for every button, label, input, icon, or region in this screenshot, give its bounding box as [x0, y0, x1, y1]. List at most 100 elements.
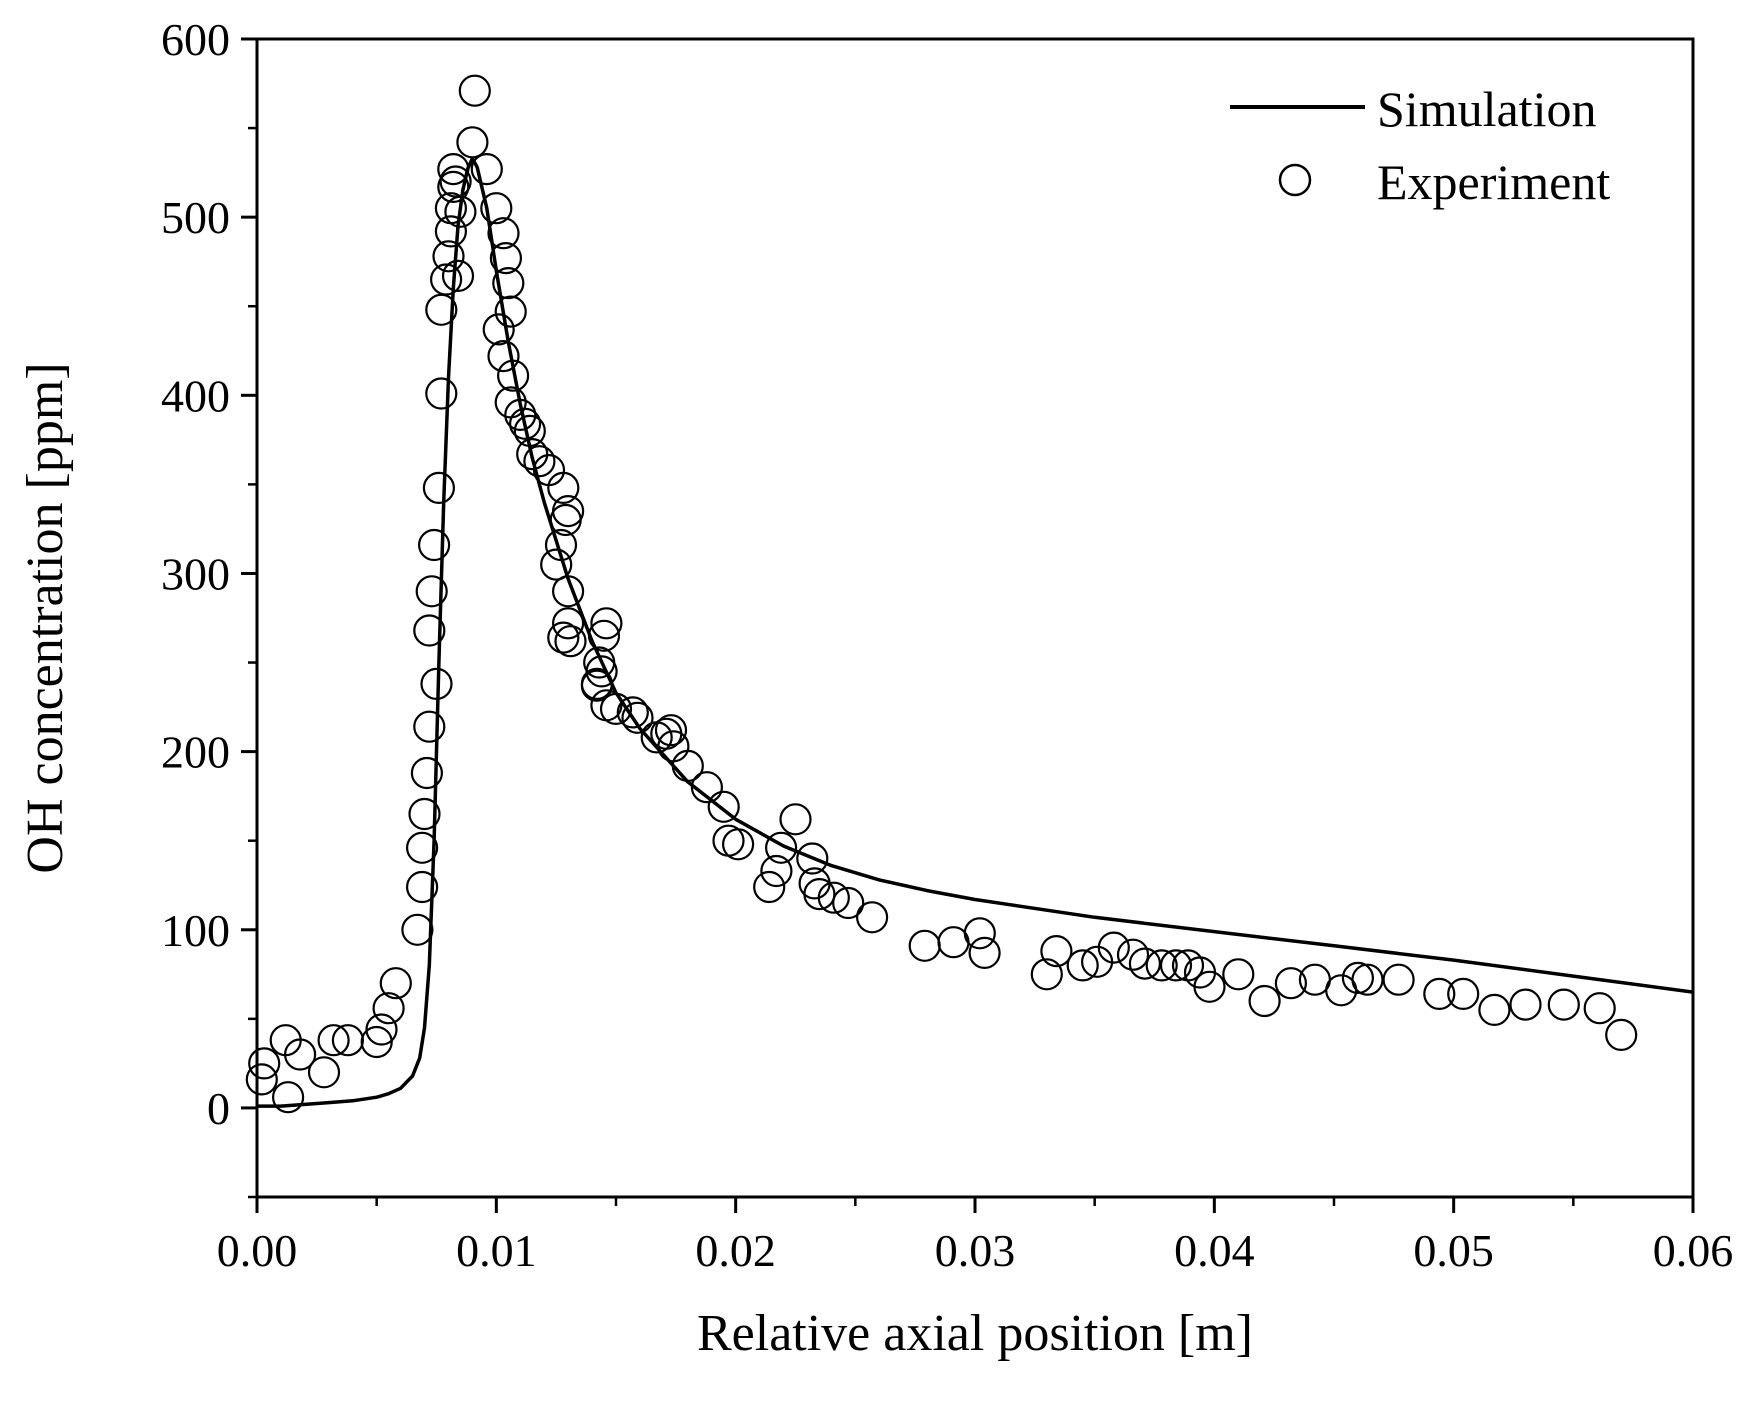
- experiment-point: [425, 377, 458, 410]
- experiment-point: [492, 267, 525, 300]
- experiment-point: [317, 1024, 350, 1057]
- experiment-point: [549, 503, 582, 537]
- experiment-point: [1097, 931, 1130, 964]
- experiment-point: [817, 881, 850, 914]
- experiment-point: [410, 756, 443, 790]
- experiment-point: [422, 471, 455, 504]
- experiment-point: [547, 471, 580, 504]
- experiment-point: [690, 771, 724, 804]
- experiment-point: [908, 929, 941, 962]
- experiment-point: [413, 710, 446, 743]
- experiment-point: [1116, 938, 1150, 971]
- experiment-point: [408, 797, 441, 831]
- y-tick-label: 0: [207, 1083, 230, 1134]
- experiment-point: [413, 614, 446, 647]
- x-axis: 0.00 0.01 0.02 0.03 0.04 0.05 0.06: [217, 1197, 1733, 1276]
- experiment-point: [855, 901, 889, 934]
- experiment-point: [1248, 984, 1281, 1018]
- experiment-point: [585, 655, 618, 688]
- experiment-point: [1382, 963, 1415, 996]
- legend-circle-swatch: [1278, 163, 1312, 197]
- experiment-point: [1509, 988, 1542, 1021]
- experiment-point: [764, 831, 798, 864]
- experiment-point: [372, 992, 405, 1025]
- experiment-point: [1128, 947, 1162, 980]
- experiment-point: [599, 692, 633, 726]
- x-tick-label: 0.03: [935, 1225, 1016, 1276]
- x-axis-label: Relative axial position [m]: [697, 1305, 1253, 1362]
- experiment-point: [1145, 949, 1178, 982]
- experiment-point: [406, 831, 439, 864]
- y-axis-label: OH concentration [ppm]: [17, 362, 74, 873]
- x-tick-label: 0.00: [217, 1225, 298, 1276]
- experiment-point: [494, 295, 527, 328]
- experiment-point: [707, 790, 740, 823]
- experiment-point: [803, 877, 836, 911]
- experiment-point: [1447, 977, 1480, 1011]
- experiment-point: [272, 1081, 305, 1114]
- experiment-point: [523, 445, 556, 478]
- experiment-point: [508, 407, 542, 440]
- experiment-point: [587, 619, 621, 652]
- experiment-point: [496, 359, 530, 392]
- experiment-point: [540, 548, 573, 581]
- experiment-point: [504, 398, 537, 431]
- experiment-point: [406, 870, 439, 904]
- experiment-point: [1159, 949, 1193, 982]
- experiment-point: [551, 575, 585, 608]
- y-tick-label: 300: [161, 548, 230, 599]
- experiment-point: [401, 913, 434, 946]
- series-layer: [245, 74, 1694, 1114]
- experiment-point: [441, 259, 475, 292]
- experiment-point: [580, 669, 614, 702]
- simulation-line: [257, 156, 1694, 1108]
- plot-area-border: [255, 37, 1695, 1199]
- experiment-point: [437, 153, 470, 186]
- experiment-point: [482, 313, 515, 346]
- experiment-point: [760, 854, 793, 888]
- experiment-point: [1030, 958, 1063, 991]
- experiment-point: [753, 870, 786, 904]
- experiment-point: [616, 696, 649, 729]
- y-tick-label: 600: [161, 14, 230, 65]
- x-tick-label: 0.02: [695, 1225, 776, 1276]
- experiment-point: [379, 967, 412, 1000]
- experiment-point: [1547, 988, 1580, 1021]
- experiment-point: [968, 936, 1001, 970]
- experiment-point: [307, 1056, 341, 1089]
- x-tick-label: 0.01: [456, 1225, 537, 1276]
- experiment-point: [365, 1013, 398, 1046]
- x-tick-label: 0.04: [1174, 1225, 1255, 1276]
- y-tick-label: 500: [161, 192, 230, 243]
- experiment-point: [415, 575, 448, 608]
- experiment-point: [544, 528, 578, 562]
- y-axis: 0 100 200 300 400 500 600: [161, 14, 257, 1199]
- legend: Simulation Experiment: [1230, 81, 1610, 210]
- experiment-point: [832, 886, 865, 920]
- experiment-point: [284, 1038, 317, 1071]
- experiment-point: [547, 621, 580, 654]
- experiment-point: [458, 74, 491, 107]
- experiment-point: [487, 217, 520, 250]
- experiment-point: [1274, 967, 1308, 1000]
- experiment-point: [1222, 958, 1255, 991]
- experiment-point: [489, 242, 522, 275]
- experiment-point: [621, 701, 654, 734]
- experiment-point: [245, 1063, 278, 1096]
- experiment-point: [456, 126, 489, 159]
- plot-frame: [255, 37, 1695, 1199]
- experiment-point: [963, 917, 996, 950]
- experiment-point: [654, 714, 688, 747]
- experiment-point: [1478, 993, 1511, 1027]
- experiment-point: [418, 528, 451, 562]
- experiment-point: [590, 607, 623, 640]
- experiment-point: [360, 1025, 393, 1059]
- experiment-point: [1341, 961, 1375, 995]
- experiment-point: [430, 263, 463, 296]
- experiment-point: [1193, 970, 1226, 1003]
- experiment-point: [444, 195, 477, 228]
- experiment-point: [554, 625, 587, 658]
- experiment-point: [480, 192, 513, 225]
- experiment-point: [551, 607, 585, 640]
